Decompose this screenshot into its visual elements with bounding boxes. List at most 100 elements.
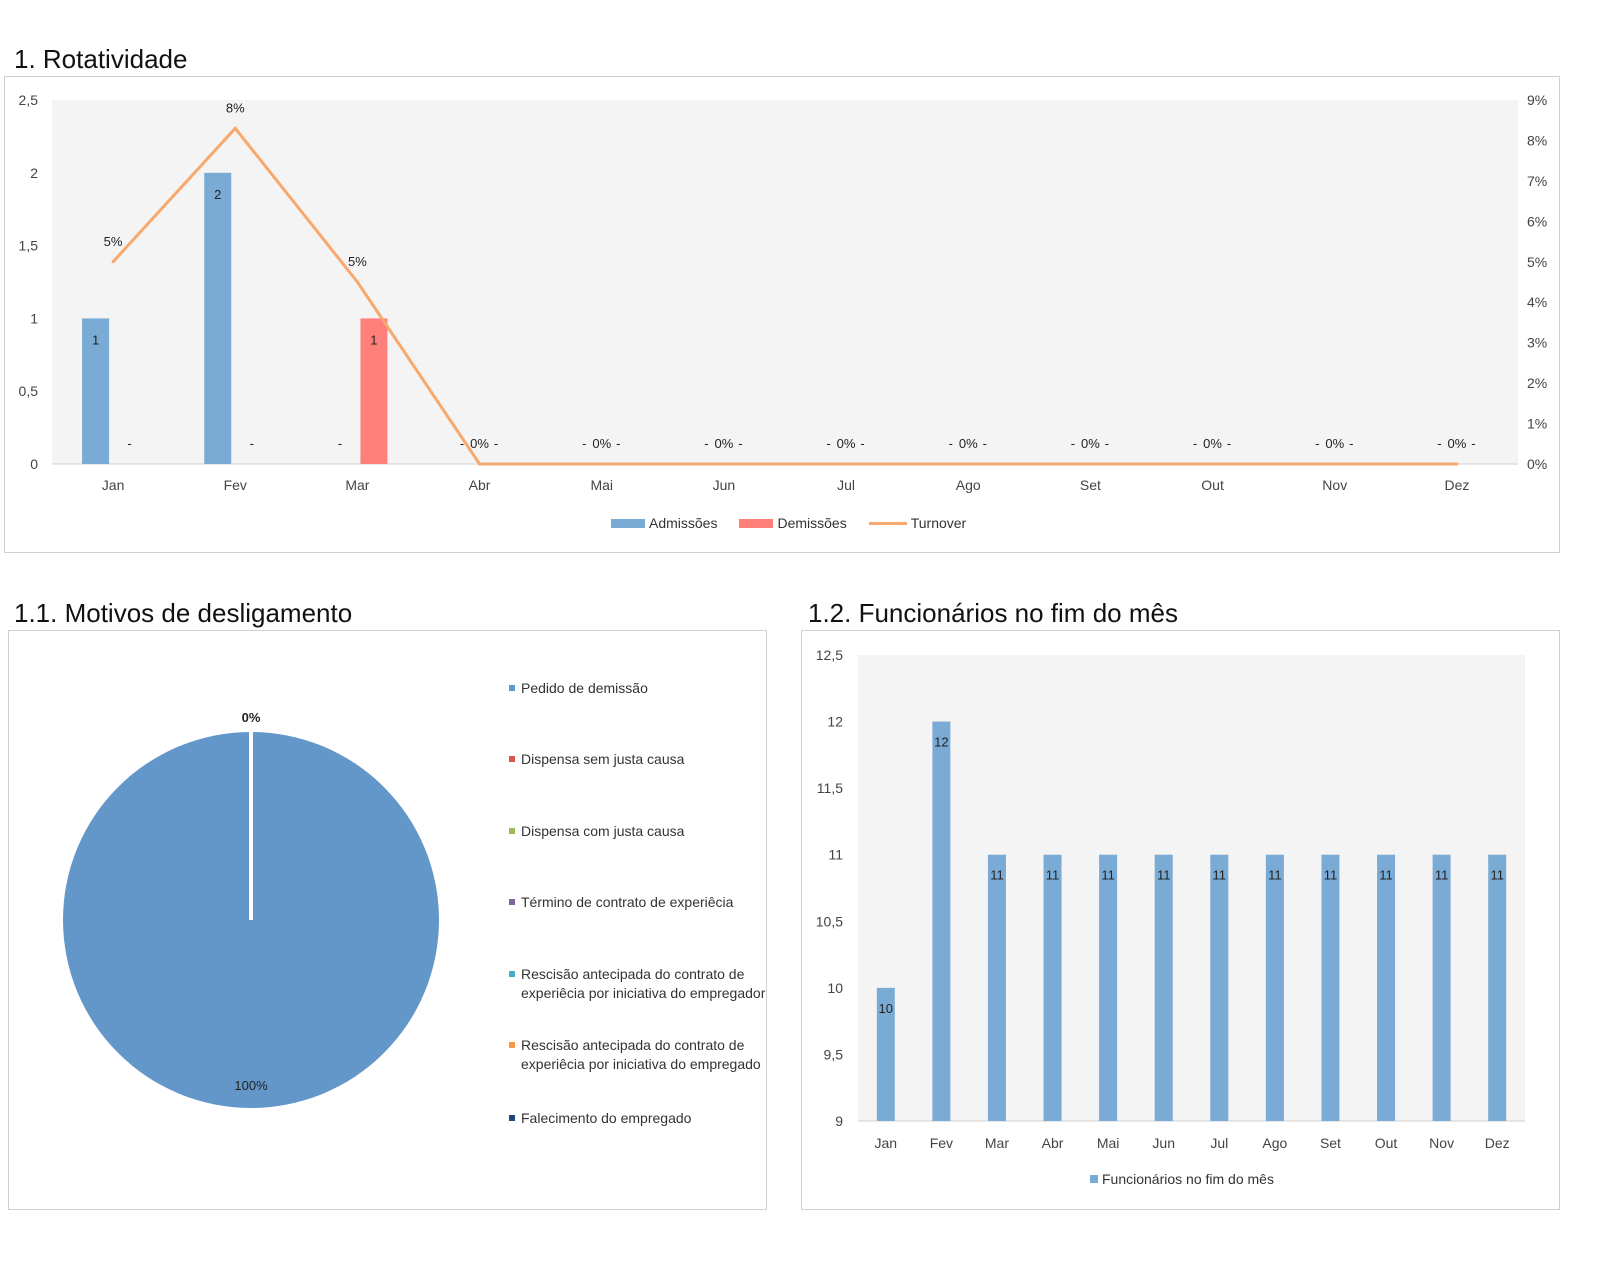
x-tick-label: Mai: [590, 477, 613, 493]
legend-turnover-label: Turnover: [910, 515, 967, 531]
turnover-line: [111, 126, 1457, 466]
funcionarios-x-tick-label: Mar: [985, 1135, 1009, 1151]
pie-legend-label: Rescisão antecipada do contrato de exper…: [521, 966, 766, 1001]
turnover-point: [966, 462, 970, 466]
funcionarios-y-tick-label: 12,5: [816, 647, 843, 663]
motivos-pie-chart: 100% 0%: [63, 710, 439, 1108]
demissoes-data-label: -: [616, 436, 620, 451]
motivos-panel: 100% 0% Pedido de demissão Dispensa sem ju…: [8, 630, 767, 1210]
admissoes-data-label: -: [582, 436, 586, 451]
y-right-tick-label: 7%: [1527, 173, 1547, 189]
y-left-tick-label: 2: [30, 165, 38, 181]
rotatividade-chart: 0 0,5 1 1,5 2 2,5 0% 1% 2% 3% 4% 5% 6% 7% 8% 9% Jan 1 - Fev…: [19, 92, 1548, 493]
x-tick-label: Abr: [469, 477, 491, 493]
pie-legend-swatch: [509, 828, 515, 834]
x-tick-label: Ago: [956, 477, 981, 493]
funcionarios-bar: [1265, 854, 1284, 1121]
turnover-data-label: 0%: [1081, 436, 1100, 451]
pie-legend-swatch: [509, 1115, 515, 1121]
funcionarios-bar: [987, 854, 1006, 1121]
pie-legend-swatch: [509, 971, 515, 977]
funcionarios-data-label: 11: [990, 868, 1004, 883]
funcionarios-y-tick-label: 9: [835, 1113, 843, 1129]
pie-legend-item: Término de contrato de experiêcia: [509, 893, 776, 912]
funcionarios-bar: [1043, 854, 1062, 1121]
demissoes-data-label: -: [127, 436, 131, 451]
y-left-tick-label: 2,5: [19, 92, 39, 108]
funcionarios-legend: Funcionários no fim do mês: [1090, 1171, 1296, 1187]
funcionarios-x-tick-label: Out: [1375, 1135, 1398, 1151]
turnover-data-label: 8%: [226, 100, 245, 115]
funcionarios-x-tick-label: Abr: [1042, 1135, 1064, 1151]
turnover-data-label: 0%: [837, 436, 856, 451]
funcionarios-bar: [932, 721, 951, 1121]
turnover-point: [1088, 462, 1092, 466]
y-left-tick-label: 1: [30, 310, 38, 326]
pie-legend-label: Pedido de demissão: [521, 680, 648, 696]
funcionarios-title: 1.2. Funcionários no fim do mês: [808, 598, 1178, 628]
x-tick-label: Mar: [345, 477, 369, 493]
x-tick-label: Out: [1201, 477, 1224, 493]
funcionarios-data-label: 11: [1157, 868, 1171, 883]
funcionarios-bar: [1210, 854, 1229, 1121]
pie-legend-item: Rescisão antecipada do contrato de exper…: [509, 965, 776, 1003]
admissoes-data-label: 2: [214, 187, 221, 202]
legend-demissoes-label: Demissões: [777, 515, 847, 531]
turnover-point: [844, 462, 848, 466]
funcionarios-y-tick-label: 11,5: [817, 780, 843, 796]
turnover-data-label: 0%: [470, 436, 489, 451]
demissoes-bar: [360, 318, 388, 464]
admissoes-data-label: -: [338, 436, 342, 451]
funcionarios-bar: [1099, 854, 1118, 1121]
turnover-data-label: 5%: [104, 234, 123, 249]
demissoes-data-label: -: [1105, 436, 1109, 451]
turnover-point: [722, 462, 726, 466]
pie-legend-label: Dispensa com justa causa: [521, 823, 685, 839]
demissoes-data-label: 1: [370, 332, 377, 347]
funcionarios-y-tick-label: 10: [827, 980, 843, 996]
admissoes-data-label: -: [949, 436, 953, 451]
legend-demissoes: Demissões: [739, 515, 847, 531]
x-tick-label: Dez: [1444, 477, 1469, 493]
admissoes-data-label: -: [826, 436, 830, 451]
turnover-data-label: 0%: [1448, 436, 1467, 451]
turnover-data-label: 0%: [715, 436, 734, 451]
legend-turnover-swatch: [868, 521, 907, 525]
legend-funcionarios-swatch: [1090, 1175, 1098, 1183]
admissoes-bar: [82, 318, 110, 464]
funcionarios-x-tick-label: Set: [1320, 1135, 1341, 1151]
turnover-point: [355, 280, 359, 284]
y-left-tick-label: 0: [30, 456, 38, 472]
turnover-data-label: 0%: [1325, 436, 1344, 451]
turnover-data-label: 5%: [348, 254, 367, 269]
funcionarios-x-tick-label: Nov: [1429, 1135, 1454, 1151]
admissoes-data-label: -: [704, 436, 708, 451]
y-right-tick-label: 1%: [1527, 416, 1547, 432]
admissoes-data-label: -: [1071, 436, 1075, 451]
funcionarios-x-tick-label: Mai: [1097, 1135, 1120, 1151]
pie-legend-swatch: [509, 756, 515, 762]
funcionarios-bar: [1321, 854, 1340, 1121]
funcionarios-data-label: 10: [879, 1001, 893, 1016]
turnover-data-label: 0%: [959, 436, 978, 451]
turnover-point: [600, 462, 604, 466]
pie-legend-label: Rescisão antecipada do contrato de exper…: [521, 1037, 761, 1072]
pie-legend-label: Falecimento do empregado: [521, 1110, 692, 1126]
funcionarios-x-tick-label: Jan: [875, 1135, 898, 1151]
pie-legend-item: Rescisão antecipada do contrato de exper…: [509, 1036, 776, 1074]
pie-legend-item: Dispensa com justa causa: [509, 822, 776, 841]
pie-legend-swatch: [509, 1042, 515, 1048]
legend-admissoes: Admissões: [611, 515, 717, 531]
funcionarios-x-tick-label: Dez: [1485, 1135, 1510, 1151]
demissoes-data-label: -: [250, 436, 254, 451]
legend-funcionarios-label: Funcionários no fim do mês: [1102, 1171, 1274, 1187]
admissoes-bar: [204, 172, 232, 465]
funcionarios-y-tick-label: 12: [827, 714, 843, 730]
rotatividade-panel: 0 0,5 1 1,5 2 2,5 0% 1% 2% 3% 4% 5% 6% 7% 8% 9% Jan 1 - Fev…: [4, 76, 1560, 553]
funcionarios-bar: [1377, 854, 1396, 1121]
y-left-tick-label: 0,5: [19, 383, 39, 399]
pie-data-label-zero: 0%: [242, 710, 261, 725]
y-left-tick-label: 1,5: [19, 238, 39, 254]
rotatividade-legend: Admissões Demissões Turnover: [611, 515, 988, 531]
y-right-tick-label: 5%: [1527, 254, 1547, 270]
